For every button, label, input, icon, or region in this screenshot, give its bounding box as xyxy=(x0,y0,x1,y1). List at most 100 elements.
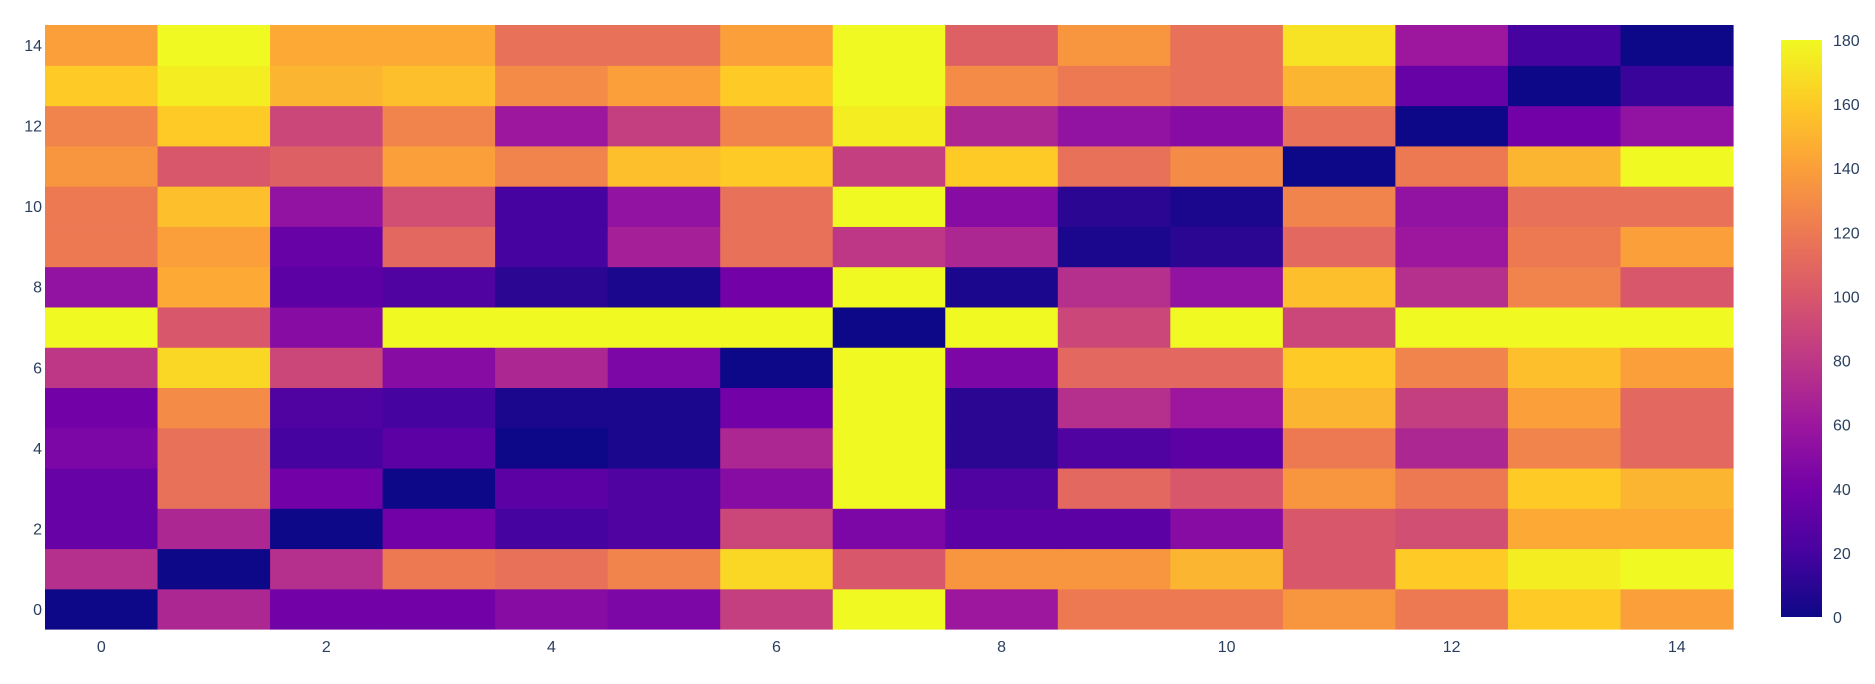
heatmap-cell xyxy=(1170,467,1284,509)
heatmap-cell xyxy=(1395,347,1509,388)
x-axis: 0 2 4 6 8 10 12 14 xyxy=(97,639,1686,656)
heatmap-cell xyxy=(1282,427,1396,469)
heatmap-cell xyxy=(1620,226,1734,268)
heatmap-cell xyxy=(1395,588,1509,630)
heatmap-cell xyxy=(720,588,834,630)
y-tick-label: 12 xyxy=(24,119,42,136)
heatmap-cell xyxy=(1170,588,1284,630)
colorbar-tick-label: 80 xyxy=(1833,354,1851,371)
heatmap-cell xyxy=(382,588,496,630)
heatmap-cell xyxy=(832,508,946,550)
heatmap-cell xyxy=(45,548,159,590)
heatmap-cell xyxy=(45,25,159,66)
heatmap-cell xyxy=(1620,145,1734,187)
heatmap-cell xyxy=(45,347,159,388)
heatmap-cell xyxy=(382,347,496,388)
heatmap-cell xyxy=(832,145,946,187)
heatmap-cell xyxy=(270,427,384,469)
heatmap-cell xyxy=(495,347,609,388)
heatmap-cell xyxy=(382,508,496,550)
heatmap-cell xyxy=(157,306,271,348)
heatmap-cell xyxy=(1395,266,1509,308)
heatmap-cell xyxy=(495,25,609,66)
heatmap-cell xyxy=(607,145,721,187)
heatmap-cell xyxy=(270,65,384,107)
heatmap-cell xyxy=(1620,548,1734,590)
heatmap-cell xyxy=(1395,226,1509,268)
heatmap-cell xyxy=(607,306,721,348)
heatmap-cell xyxy=(382,65,496,107)
heatmap-cell xyxy=(945,266,1059,308)
heatmap-cell xyxy=(270,387,384,429)
heatmap-cell xyxy=(945,186,1059,227)
heatmap-cell xyxy=(720,548,834,590)
heatmap-cell xyxy=(1057,25,1171,66)
heatmap-cell xyxy=(495,588,609,630)
heatmap-cell xyxy=(45,65,159,107)
heatmap-cell xyxy=(945,306,1059,348)
heatmap-cell xyxy=(1170,427,1284,469)
heatmap-cell xyxy=(720,347,834,388)
heatmap-cell xyxy=(270,588,384,630)
y-tick-label: 2 xyxy=(33,521,42,538)
y-tick-label: 14 xyxy=(24,38,42,55)
heatmap-cell xyxy=(720,508,834,550)
heatmap-cell xyxy=(945,226,1059,268)
colorbar xyxy=(1781,40,1822,617)
heatmap-cell xyxy=(382,548,496,590)
heatmap-cell xyxy=(1282,226,1396,268)
heatmap-cell xyxy=(45,467,159,509)
heatmap-cell xyxy=(45,306,159,348)
heatmap-cell xyxy=(1282,588,1396,630)
heatmap-cell xyxy=(382,186,496,227)
heatmap-cell xyxy=(832,105,946,147)
heatmap-cell xyxy=(157,145,271,187)
colorbar-ticks: 0 20 40 60 80 100 120 140 160 180 xyxy=(1833,33,1860,627)
heatmap-cell xyxy=(270,25,384,66)
heatmap-cell xyxy=(832,548,946,590)
heatmap-cell xyxy=(720,105,834,147)
heatmap-cell xyxy=(270,306,384,348)
heatmap-cell xyxy=(270,467,384,509)
heatmap-cell xyxy=(1620,508,1734,550)
heatmap-cell xyxy=(1057,508,1171,550)
y-tick-label: 10 xyxy=(24,199,42,216)
heatmap-cell xyxy=(607,387,721,429)
heatmap-cell xyxy=(1620,306,1734,348)
heatmap-cell xyxy=(1395,65,1509,107)
heatmap-cell xyxy=(832,266,946,308)
heatmap-cell xyxy=(1620,65,1734,107)
y-tick-label: 8 xyxy=(33,280,42,297)
heatmap-cell xyxy=(1282,387,1396,429)
heatmap-cell xyxy=(607,226,721,268)
heatmap-cell xyxy=(945,65,1059,107)
heatmap-cell xyxy=(1620,427,1734,469)
heatmap-cell xyxy=(607,25,721,66)
heatmap-cell xyxy=(607,548,721,590)
heatmap-cell xyxy=(1507,347,1622,388)
heatmap-cell xyxy=(1507,387,1622,429)
heatmap-cell xyxy=(1170,65,1284,107)
heatmap-cell xyxy=(945,105,1059,147)
heatmap-cell xyxy=(270,186,384,227)
heatmap-cell xyxy=(45,588,159,630)
heatmap-cell xyxy=(1057,387,1171,429)
heatmap-cell xyxy=(720,306,834,348)
heatmap-cell xyxy=(832,387,946,429)
heatmap-cell xyxy=(1620,105,1734,147)
heatmap-cell xyxy=(157,226,271,268)
heatmap-cell xyxy=(382,427,496,469)
heatmap-cell xyxy=(1620,588,1734,630)
heatmap-cell xyxy=(1620,25,1734,66)
heatmap-cell xyxy=(1170,387,1284,429)
heatmap-cell xyxy=(945,508,1059,550)
heatmap-cell xyxy=(720,427,834,469)
heatmap-cell xyxy=(1170,508,1284,550)
heatmap-cell xyxy=(1057,186,1171,227)
heatmap-cell xyxy=(832,306,946,348)
heatmap-cell xyxy=(945,548,1059,590)
heatmap-cell xyxy=(45,508,159,550)
heatmap-cell xyxy=(495,306,609,348)
heatmap-cell xyxy=(1395,427,1509,469)
heatmap-cell xyxy=(270,508,384,550)
